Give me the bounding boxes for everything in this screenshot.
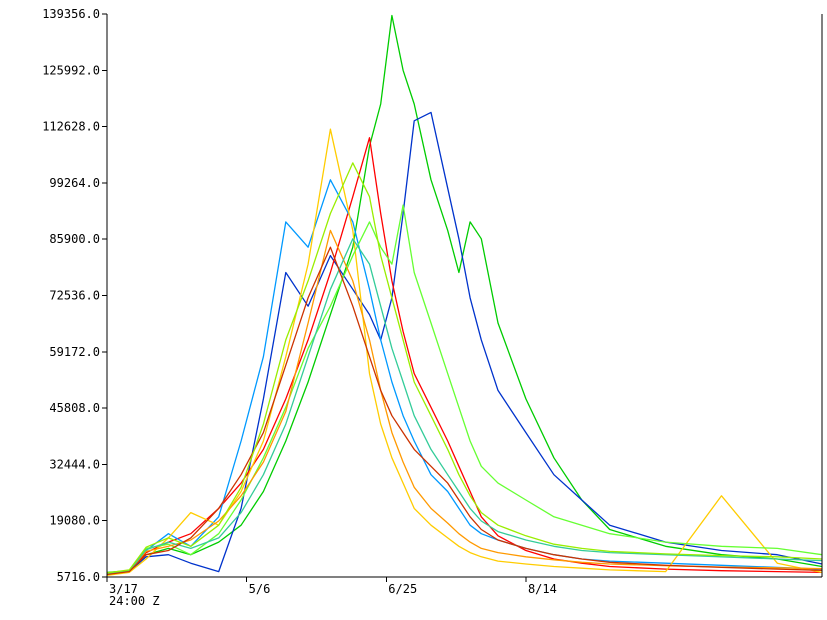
y-tick-label: 59172.0 bbox=[49, 345, 100, 359]
x-tick-label: 6/25 bbox=[388, 582, 417, 596]
y-tick-label: 112628.0 bbox=[42, 120, 100, 134]
series-layer bbox=[106, 14, 823, 577]
series-line-7 bbox=[106, 229, 823, 574]
x-tick-sublabel: 24:00 Z bbox=[109, 594, 160, 608]
y-ticks: 139356.0 125992.0 112628.0 99264.0 85900.0 72… bbox=[42, 7, 107, 584]
y-tick-label: 5716.0 bbox=[57, 570, 100, 584]
series-line-9 bbox=[106, 246, 823, 576]
series-line-10 bbox=[106, 162, 823, 574]
series-line-8 bbox=[106, 238, 823, 575]
y-tick-label: 139356.0 bbox=[42, 7, 100, 21]
y-tick-label: 45808.0 bbox=[49, 401, 100, 415]
x-tick-label: 5/6 bbox=[249, 582, 271, 596]
y-tick-label: 72536.0 bbox=[49, 289, 100, 303]
x-tick-label: 8/14 bbox=[528, 582, 557, 596]
series-line-6 bbox=[106, 204, 823, 575]
y-tick-label: 19080.0 bbox=[49, 514, 100, 528]
series-line-2 bbox=[106, 111, 823, 575]
y-tick-label: 99264.0 bbox=[49, 176, 100, 190]
series-line-1 bbox=[106, 14, 823, 574]
series-line-4 bbox=[106, 179, 823, 576]
y-tick-label: 32444.0 bbox=[49, 457, 100, 471]
axes bbox=[106, 14, 823, 578]
y-tick-label: 85900.0 bbox=[49, 232, 100, 246]
x-tick-label: 3/17 bbox=[109, 582, 138, 596]
y-tick-label: 125992.0 bbox=[42, 63, 100, 77]
